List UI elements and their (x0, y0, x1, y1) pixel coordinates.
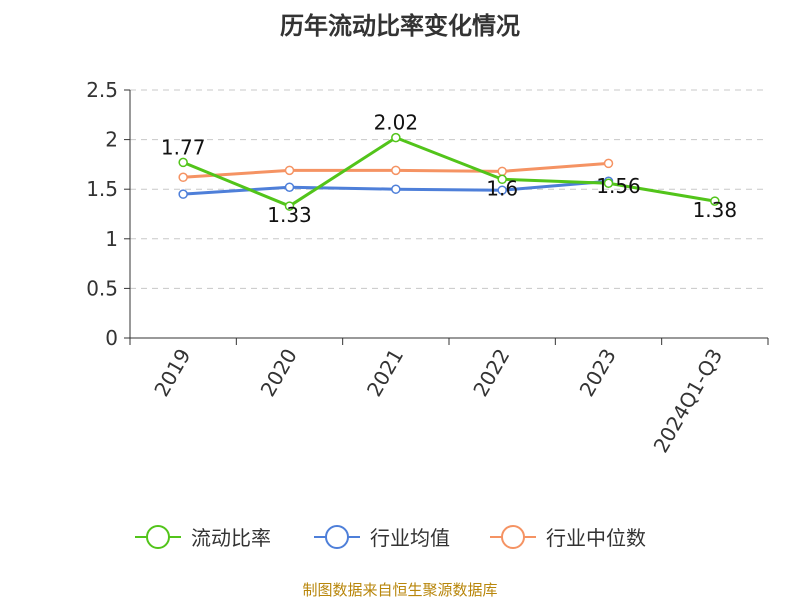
legend-circle-marker (325, 525, 349, 549)
series-point (284, 201, 295, 211)
data-label: 1.56 (596, 174, 641, 198)
y-tick-label: 1 (105, 227, 118, 251)
data-label: 2.02 (374, 111, 419, 135)
series-point (178, 157, 188, 168)
legend-circle-marker (501, 525, 525, 549)
x-tick-label: 2020 (256, 345, 302, 401)
x-tick-label: 2023 (575, 345, 621, 401)
y-tick-label: 0 (105, 326, 118, 350)
data-label-layer: 1.77 1.33 2.02 1.6 1.56 1.38 (161, 111, 737, 227)
legend-label: 行业均值 (370, 526, 450, 550)
series-point (284, 165, 295, 176)
legend: 流动比率 行业均值 行业中位数 (135, 525, 646, 550)
series-point (284, 182, 295, 192)
chart-title: 历年流动比率变化情况 (280, 12, 520, 40)
x-tick-label: 2019 (149, 345, 195, 401)
data-label: 1.6 (486, 176, 518, 200)
series-layer (178, 132, 720, 211)
series-point (497, 166, 507, 177)
series-point (178, 172, 188, 183)
series-point (391, 184, 401, 194)
source-note: 制图数据来自恒生聚源数据库 (302, 581, 497, 599)
data-label: 1.77 (161, 135, 206, 159)
x-tick-label: 2022 (468, 344, 514, 400)
y-tick-label: 2 (105, 128, 118, 152)
series-point (391, 132, 401, 143)
series-point (603, 178, 614, 188)
series-point (178, 189, 188, 199)
series-point (497, 185, 507, 195)
series-point (603, 158, 614, 169)
x-tick-label: 2024Q1-Q3 (648, 345, 727, 457)
y-tick-label: 2.5 (86, 78, 118, 102)
legend-label: 流动比率 (191, 526, 271, 550)
x-tick-label: 2021 (362, 345, 408, 401)
y-tick-label: 1.5 (86, 177, 118, 201)
data-label: 1.38 (693, 198, 738, 222)
data-label: 1.33 (267, 203, 312, 227)
legend-label: 行业中位数 (546, 526, 646, 550)
series-point (710, 196, 720, 206)
legend-circle-marker (146, 525, 170, 549)
y-tick-label: 0.5 (86, 276, 118, 300)
series-line (182, 136, 716, 208)
series-point (391, 165, 401, 176)
series-point (497, 174, 507, 185)
